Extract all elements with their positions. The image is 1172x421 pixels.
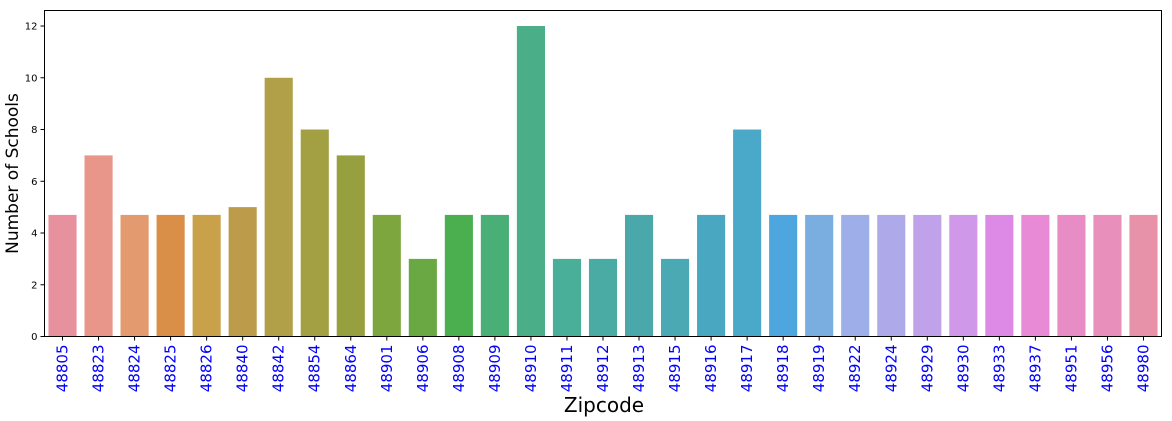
x-tick-label: 48924 (882, 345, 900, 393)
x-tick-label: 48937 (1026, 345, 1044, 393)
x-tick-label: 48980 (1134, 345, 1152, 393)
bar-48911 (552, 258, 582, 337)
x-tick-label: 48901 (378, 345, 396, 393)
bar-48824 (120, 214, 149, 337)
bar-48980 (1129, 214, 1158, 337)
x-tick-label: 48919 (810, 345, 828, 393)
y-tick-label: 6 (31, 177, 37, 188)
x-tick-label: 48908 (450, 345, 468, 393)
bar-48930 (949, 214, 978, 337)
bar-48913 (624, 214, 654, 337)
x-tick-label: 48933 (990, 345, 1008, 393)
bar-48933 (985, 214, 1014, 337)
bar-48910 (516, 26, 545, 337)
x-tick-label: 48805 (54, 345, 72, 393)
bar-48864 (336, 155, 365, 337)
bar-48929 (913, 214, 942, 337)
x-axis-label: Zipcode (564, 393, 644, 417)
bar-48922 (841, 214, 870, 337)
y-tick-label: 4 (31, 229, 37, 240)
x-tick-label: 48826 (198, 345, 216, 393)
bar-48956 (1093, 214, 1122, 337)
y-tick-label: 10 (25, 73, 38, 84)
x-tick-label: 48951 (1062, 345, 1080, 393)
bars-layer (48, 26, 1158, 337)
bar-48924 (877, 214, 906, 337)
bar-48912 (588, 258, 618, 337)
x-tick-label: 48911 (558, 345, 576, 393)
bar-48805 (48, 214, 77, 337)
x-tick-label: 48956 (1098, 345, 1116, 393)
x-tick-label: 48910 (522, 345, 540, 393)
x-tick-label: 48916 (702, 345, 720, 393)
bar-48918 (769, 214, 798, 337)
x-tick-label: 48913 (630, 345, 648, 393)
x-tick-label: 48823 (90, 345, 108, 393)
x-tick-label: 48842 (270, 345, 288, 393)
x-tick-label: 48930 (954, 345, 972, 393)
x-tick-label: 48854 (306, 345, 324, 393)
x-tick-label: 48917 (738, 345, 756, 393)
bar-48915 (661, 258, 690, 337)
bar-48901 (372, 214, 401, 337)
bar-48825 (156, 214, 185, 337)
bar-48840 (228, 207, 257, 337)
y-axis-label: Number of Schools (3, 93, 23, 254)
bar-48919 (805, 214, 834, 337)
bar-48908 (444, 214, 473, 337)
bar-48937 (1021, 214, 1050, 337)
bar-48917 (733, 129, 762, 337)
x-axis: 48805 48823 48824 48825 48826 48840 48842 48854… (54, 336, 1152, 393)
bar-48826 (192, 214, 221, 337)
x-tick-label: 48918 (774, 345, 792, 393)
x-tick-label: 48915 (666, 345, 684, 393)
bar-48842 (264, 77, 293, 337)
x-tick-label: 48922 (846, 345, 864, 393)
bar-48823 (84, 155, 113, 337)
bar-48909 (480, 214, 509, 337)
y-axis: 0 2 4 6 8 10 12 (25, 22, 45, 343)
x-tick-label: 48912 (594, 345, 612, 393)
x-tick-label: 48825 (162, 345, 180, 393)
x-tick-label: 48906 (414, 345, 432, 393)
y-tick-label: 2 (31, 280, 37, 291)
x-tick-label: 48824 (126, 345, 144, 393)
y-tick-label: 12 (25, 22, 38, 33)
bar-48916 (697, 214, 726, 337)
x-tick-label: 48864 (342, 345, 360, 393)
y-tick-label: 8 (31, 125, 37, 136)
x-tick-label: 48840 (234, 345, 252, 393)
x-tick-label: 48909 (486, 344, 504, 392)
bar-48906 (408, 258, 437, 337)
y-tick-label: 0 (31, 332, 37, 343)
bar-48951 (1057, 214, 1086, 337)
bar-48854 (300, 129, 329, 337)
x-tick-label: 48929 (918, 345, 936, 393)
